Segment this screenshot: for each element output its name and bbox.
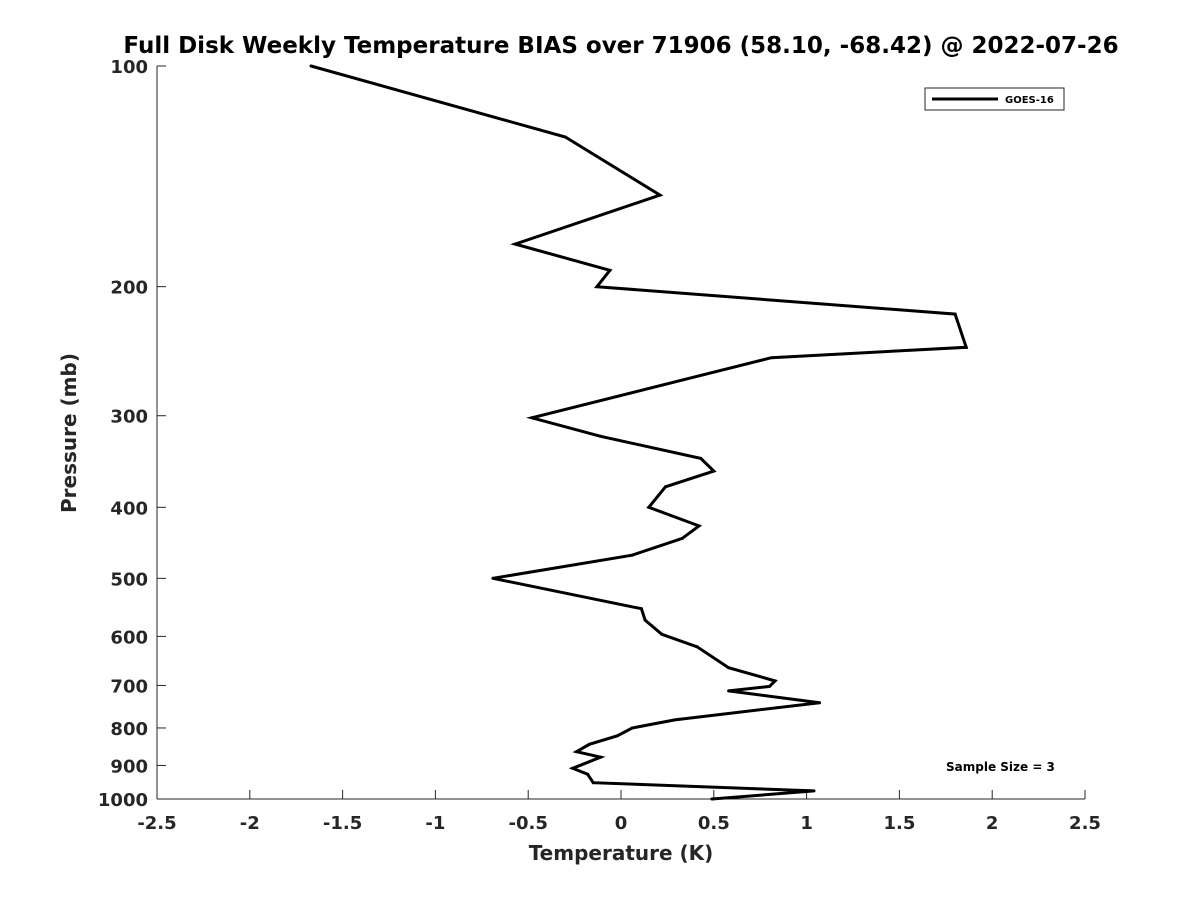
y-tick-label: 800 bbox=[110, 719, 148, 740]
series-line-goes-16 bbox=[310, 64, 969, 801]
y-tick-label: 300 bbox=[110, 407, 148, 428]
data-point bbox=[812, 789, 816, 793]
data-point bbox=[673, 718, 677, 722]
data-point bbox=[599, 434, 603, 438]
data-point bbox=[595, 285, 599, 289]
data-point bbox=[571, 766, 575, 770]
x-tick-label: -0.5 bbox=[509, 813, 548, 834]
data-point bbox=[513, 242, 517, 246]
data-point bbox=[697, 524, 701, 528]
x-tick-label: 1.5 bbox=[883, 813, 915, 834]
data-point bbox=[769, 356, 773, 360]
data-point bbox=[818, 701, 822, 705]
x-tick-label: -1 bbox=[425, 813, 445, 834]
data-point bbox=[575, 750, 578, 754]
data-point bbox=[599, 755, 603, 759]
y-tick-label: 900 bbox=[110, 756, 148, 777]
data-point bbox=[309, 64, 313, 68]
x-tick-label: 2 bbox=[986, 813, 999, 834]
y-tick-label: 1000 bbox=[98, 790, 148, 811]
data-point bbox=[727, 666, 731, 670]
y-tick-label: 500 bbox=[110, 569, 148, 590]
data-point bbox=[615, 734, 619, 738]
data-point bbox=[773, 679, 777, 683]
x-tick-label: 0.5 bbox=[698, 813, 730, 834]
series-layer bbox=[309, 64, 969, 801]
y-tick-label: 100 bbox=[110, 57, 148, 78]
x-tick-label: 0 bbox=[615, 813, 628, 834]
x-tick-label: 2.5 bbox=[1069, 813, 1101, 834]
x-axis-ticks: -2.5 -2 -1.5 -1 -0.5 0 0.5 1 1.5 2 2.5 bbox=[137, 790, 1101, 834]
data-point bbox=[658, 193, 662, 197]
y-axis-ticks: 100 200 300 400 500 600 700 800 900 1000 bbox=[98, 57, 166, 811]
data-point bbox=[630, 726, 634, 730]
x-tick-label: -1.5 bbox=[323, 813, 362, 834]
data-point bbox=[563, 135, 567, 139]
data-point bbox=[712, 469, 716, 473]
x-tick-label: 1 bbox=[800, 813, 813, 834]
data-point bbox=[664, 485, 667, 489]
legend-series-label: GOES-16 bbox=[1005, 95, 1054, 106]
data-point bbox=[695, 645, 699, 649]
data-point bbox=[964, 345, 968, 349]
data-point bbox=[680, 536, 684, 540]
chart-title: Full Disk Weekly Temperature BIAS over 7… bbox=[123, 33, 1118, 59]
y-tick-label: 600 bbox=[110, 627, 148, 648]
data-point bbox=[587, 742, 591, 746]
data-point bbox=[630, 553, 634, 557]
y-tick-label: 700 bbox=[110, 676, 148, 697]
x-tick-label: -2.5 bbox=[137, 813, 176, 834]
sample-size-annotation: Sample Size = 3 bbox=[946, 760, 1055, 774]
data-point bbox=[530, 416, 534, 420]
data-point bbox=[710, 797, 714, 801]
data-point bbox=[647, 505, 651, 509]
data-point bbox=[953, 312, 957, 316]
data-point bbox=[660, 632, 664, 636]
data-point bbox=[639, 607, 643, 611]
data-point bbox=[768, 684, 771, 688]
y-tick-label: 400 bbox=[110, 498, 148, 519]
data-point bbox=[491, 576, 495, 580]
data-point bbox=[608, 268, 612, 272]
legend: GOES-16 bbox=[924, 87, 1065, 111]
x-tick-label: -2 bbox=[240, 813, 260, 834]
data-point bbox=[586, 772, 590, 776]
y-axis-label: Pressure (mb) bbox=[57, 353, 81, 513]
data-point bbox=[591, 781, 595, 785]
y-tick-label: 200 bbox=[110, 278, 148, 299]
data-point bbox=[699, 456, 703, 460]
x-axis-label: Temperature (K) bbox=[529, 841, 714, 865]
plot-area bbox=[156, 66, 1085, 800]
data-point bbox=[727, 689, 731, 693]
data-point bbox=[643, 618, 647, 622]
